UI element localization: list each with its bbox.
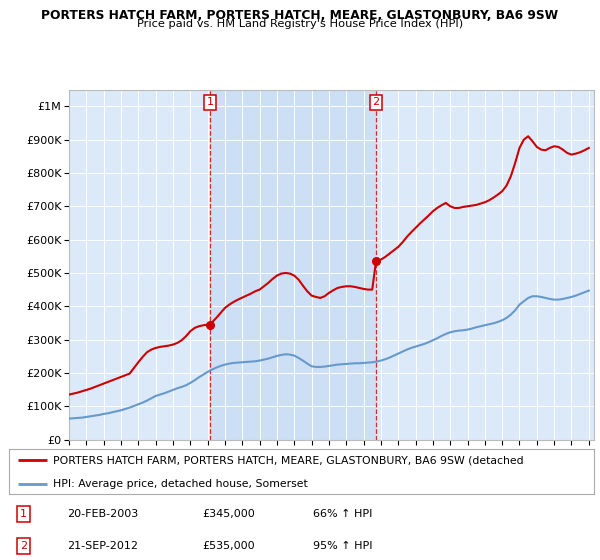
Text: 66% ↑ HPI: 66% ↑ HPI bbox=[313, 509, 373, 519]
Text: PORTERS HATCH FARM, PORTERS HATCH, MEARE, GLASTONBURY, BA6 9SW: PORTERS HATCH FARM, PORTERS HATCH, MEARE… bbox=[41, 9, 559, 22]
Text: 21-SEP-2012: 21-SEP-2012 bbox=[67, 541, 139, 551]
Text: Price paid vs. HM Land Registry's House Price Index (HPI): Price paid vs. HM Land Registry's House … bbox=[137, 19, 463, 29]
Text: 1: 1 bbox=[20, 509, 27, 519]
Text: 95% ↑ HPI: 95% ↑ HPI bbox=[313, 541, 373, 551]
Text: 20-FEB-2003: 20-FEB-2003 bbox=[67, 509, 139, 519]
Text: £345,000: £345,000 bbox=[202, 509, 255, 519]
Text: 2: 2 bbox=[373, 97, 380, 108]
Bar bbox=[210, 90, 376, 440]
Text: 2: 2 bbox=[20, 541, 27, 551]
Text: PORTERS HATCH FARM, PORTERS HATCH, MEARE, GLASTONBURY, BA6 9SW (detached: PORTERS HATCH FARM, PORTERS HATCH, MEARE… bbox=[53, 455, 523, 465]
Text: HPI: Average price, detached house, Somerset: HPI: Average price, detached house, Some… bbox=[53, 479, 308, 489]
Text: £535,000: £535,000 bbox=[202, 541, 254, 551]
Text: 1: 1 bbox=[206, 97, 214, 108]
